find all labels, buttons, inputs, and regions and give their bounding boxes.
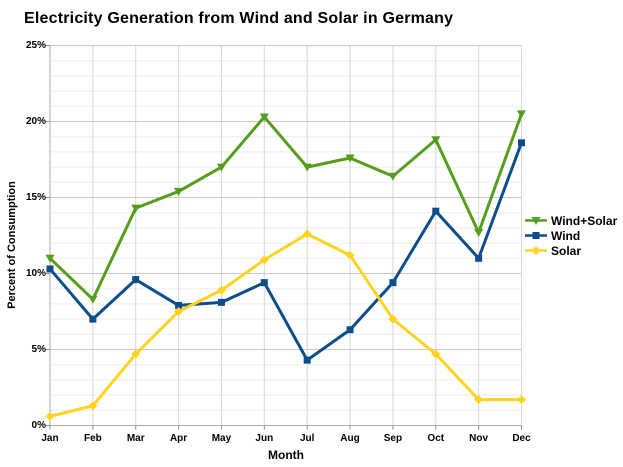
data-point-marker-solar (88, 401, 98, 411)
x-axis-title: Month (268, 448, 304, 462)
x-tick-label: Feb (83, 433, 102, 444)
y-tick-label: 0% (31, 419, 46, 431)
x-tick-label: Sep (383, 433, 403, 444)
data-point-marker-solar (174, 307, 184, 316)
data-point-marker-solar (45, 411, 55, 421)
data-point-marker-wind (475, 254, 483, 262)
series-line-wind-solar (48, 112, 523, 301)
data-point-marker-wind-solar (45, 254, 55, 263)
data-point-marker-solar (431, 349, 441, 359)
data-point-marker-solar (216, 285, 226, 295)
data-point-marker-wind (432, 207, 440, 215)
series-line-solar (48, 232, 523, 418)
x-tick-label: Nov (469, 433, 489, 444)
data-point-marker-wind (518, 139, 525, 147)
solar-series-icon (525, 246, 547, 255)
data-point-marker-wind (46, 265, 54, 273)
x-tick-label: Mar (126, 433, 145, 444)
wind-solar-series-icon (525, 217, 547, 225)
data-point-marker-wind (260, 279, 268, 287)
x-tick-label: May (211, 433, 232, 444)
series-line-wind (48, 141, 523, 362)
data-point-marker-wind (175, 301, 183, 309)
y-tick-label: 25% (25, 39, 46, 51)
legend-item-solar: Solar (525, 243, 617, 258)
square-marker-icon (532, 232, 540, 239)
legend-item-wind-solar: Wind+Solar (525, 213, 617, 228)
legend-item-wind: Wind (525, 228, 617, 243)
data-point-marker-solar (131, 349, 141, 359)
data-point-marker-wind (303, 356, 311, 364)
data-point-marker-wind-solar (216, 163, 226, 172)
x-tick-label: Oct (427, 433, 445, 444)
x-tick-label: Jul (299, 433, 315, 444)
diamond-marker-icon (531, 246, 541, 255)
x-tick-label: Aug (340, 433, 360, 444)
y-tick-label: 15% (25, 191, 46, 203)
data-point-marker-solar (259, 255, 269, 265)
legend-label-wind: Wind (551, 228, 581, 243)
chart-title: Electricity Generation from Wind and Sol… (24, 10, 454, 27)
data-point-marker-wind (132, 276, 140, 284)
x-axis: Jan Feb Mar Apr May Jun Jul Aug Sep Oct Nov Dec (0, 433, 623, 447)
data-point-marker-wind-solar (174, 187, 184, 196)
data-point-marker-wind-solar (88, 295, 98, 304)
data-point-marker-solar (302, 229, 312, 239)
data-point-marker-wind-solar (388, 172, 398, 181)
legend-label-wind-solar: Wind+Solar (551, 213, 618, 228)
data-point-marker-wind (346, 326, 354, 334)
wind-series-icon (525, 232, 547, 239)
y-tick-label: 20% (25, 115, 46, 127)
data-point-marker-wind-solar (302, 163, 312, 172)
y-tick-label: 10% (25, 267, 46, 279)
legend: Wind+Solar Wind Solar (525, 213, 617, 258)
y-tick-label: 5% (31, 343, 46, 355)
data-point-marker-solar (345, 250, 355, 260)
triangle-down-marker-icon (531, 217, 541, 225)
x-tick-label: Jan (41, 433, 59, 444)
x-tick-label: Jun (255, 433, 274, 444)
data-point-marker-wind-solar (517, 110, 526, 119)
data-point-marker-solar (388, 314, 398, 324)
data-point-marker-wind-solar (431, 136, 441, 145)
data-point-marker-wind (389, 279, 397, 287)
y-axis: 0% 5% 10% 15% 20% 25% (0, 0, 46, 467)
x-tick-label: Dec (512, 433, 531, 444)
data-point-marker-solar (474, 395, 484, 405)
data-point-marker-solar (517, 395, 526, 405)
data-point-marker-wind (217, 298, 225, 306)
data-point-marker-wind-solar (345, 154, 355, 163)
x-tick-label: Apr (169, 433, 188, 444)
data-point-marker-wind-solar (131, 204, 141, 213)
legend-label-solar: Solar (551, 243, 582, 258)
data-point-marker-wind (89, 315, 97, 323)
data-point-marker-wind-solar (259, 113, 269, 122)
data-point-marker-wind-solar (474, 228, 484, 237)
